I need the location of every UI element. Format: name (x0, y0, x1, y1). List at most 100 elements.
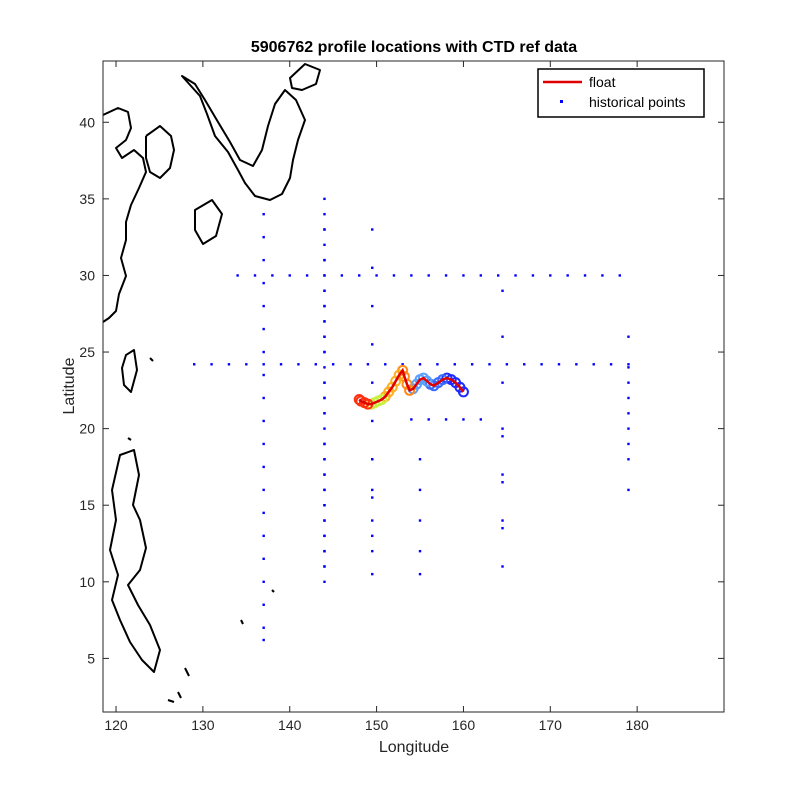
historical-point (305, 274, 309, 277)
historical-point (627, 363, 630, 366)
historical-point (323, 320, 326, 323)
historical-point (462, 274, 465, 277)
historical-point (618, 274, 621, 277)
historical-point (505, 363, 509, 366)
historical-point (236, 274, 239, 277)
historical-point (418, 572, 422, 576)
historical-point (349, 363, 352, 366)
historical-point (245, 363, 248, 366)
historical-point (262, 557, 265, 561)
historical-point (418, 519, 422, 522)
y-tick-label: 40 (79, 114, 95, 130)
historical-point (323, 473, 326, 476)
historical-point (262, 304, 265, 308)
historical-point (323, 412, 326, 415)
historical-point (323, 212, 326, 216)
historical-point (384, 363, 387, 366)
float-track-line (358, 367, 465, 406)
historical-point (210, 363, 213, 366)
historical-point (323, 396, 326, 400)
historical-point (262, 603, 265, 606)
historical-point (427, 274, 430, 277)
historical-point (358, 274, 361, 277)
y-axis: 5 10 15 20 25 30 35 40 (79, 114, 724, 666)
historical-point (323, 335, 326, 338)
historical-point (540, 363, 543, 366)
x-tick-label: 130 (191, 717, 215, 733)
y-axis-label: Latitude (61, 357, 78, 414)
historical-point (323, 519, 326, 522)
y-tick-label: 30 (79, 267, 95, 283)
japan-coast (181, 75, 306, 201)
historical-point (323, 488, 326, 492)
historical-point (592, 363, 595, 366)
y-tick-label: 15 (79, 497, 95, 513)
historical-point (323, 442, 326, 446)
kyushu-coast (194, 199, 223, 245)
y-tick-label: 35 (79, 191, 95, 207)
historical-point (371, 549, 374, 553)
historical-point (627, 381, 630, 384)
y-tick-label: 5 (87, 650, 95, 666)
historical-point (262, 580, 265, 583)
historical-point (262, 626, 265, 629)
historical-point (501, 427, 504, 430)
legend-historical-label: historical points (589, 94, 686, 110)
chart-title: 5906762 profile locations with CTD ref d… (251, 39, 577, 56)
historical-point (323, 228, 326, 231)
historical-point (262, 638, 265, 642)
historical-point (479, 274, 483, 277)
historical-point (501, 481, 504, 484)
historical-point (262, 258, 265, 262)
historical-point (323, 580, 326, 583)
x-tick-label: 150 (365, 717, 389, 733)
historical-point (323, 504, 326, 507)
historical-point (371, 519, 374, 522)
historical-point (371, 266, 374, 269)
historical-point (444, 274, 448, 277)
coastline (103, 63, 321, 703)
historical-point (227, 363, 231, 366)
historical-point (514, 274, 517, 277)
x-tick-label: 120 (104, 717, 128, 733)
historical-point (323, 274, 326, 277)
historical-point (462, 418, 465, 421)
island-ryukyu (149, 357, 154, 362)
historical-point (288, 274, 291, 277)
historical-point (262, 511, 265, 515)
y-tick-label: 10 (79, 574, 95, 590)
x-tick-label: 140 (278, 717, 302, 733)
legend-box (537, 68, 705, 118)
historical-point (531, 274, 535, 277)
historical-point (371, 228, 374, 231)
historical-point (410, 274, 413, 277)
historical-point (371, 572, 374, 576)
taiwan-coast (121, 349, 138, 393)
historical-point (262, 465, 265, 469)
historical-point (501, 526, 504, 530)
historical-point (253, 274, 257, 277)
historical-point (453, 363, 456, 366)
axes-frame (102, 60, 725, 713)
x-tick-label: 180 (625, 717, 649, 733)
historical-point (323, 534, 326, 538)
historical-point (323, 289, 326, 292)
x-tick-label: 160 (452, 717, 476, 733)
historical-point (371, 458, 374, 461)
historical-point (262, 363, 265, 366)
historical-point (262, 212, 265, 216)
historical-point (371, 534, 374, 538)
x-tick-label: 170 (539, 717, 563, 733)
historical-point (427, 418, 430, 421)
historical-point (331, 363, 335, 366)
legend-float-label: float (589, 74, 616, 90)
historical-point (627, 366, 630, 369)
historical-point (627, 458, 630, 461)
historical-point (192, 363, 196, 366)
historical-point (627, 335, 630, 338)
historical-point (323, 565, 326, 568)
historical-point (375, 274, 378, 277)
island-e (177, 691, 182, 699)
historical-point (271, 274, 274, 277)
